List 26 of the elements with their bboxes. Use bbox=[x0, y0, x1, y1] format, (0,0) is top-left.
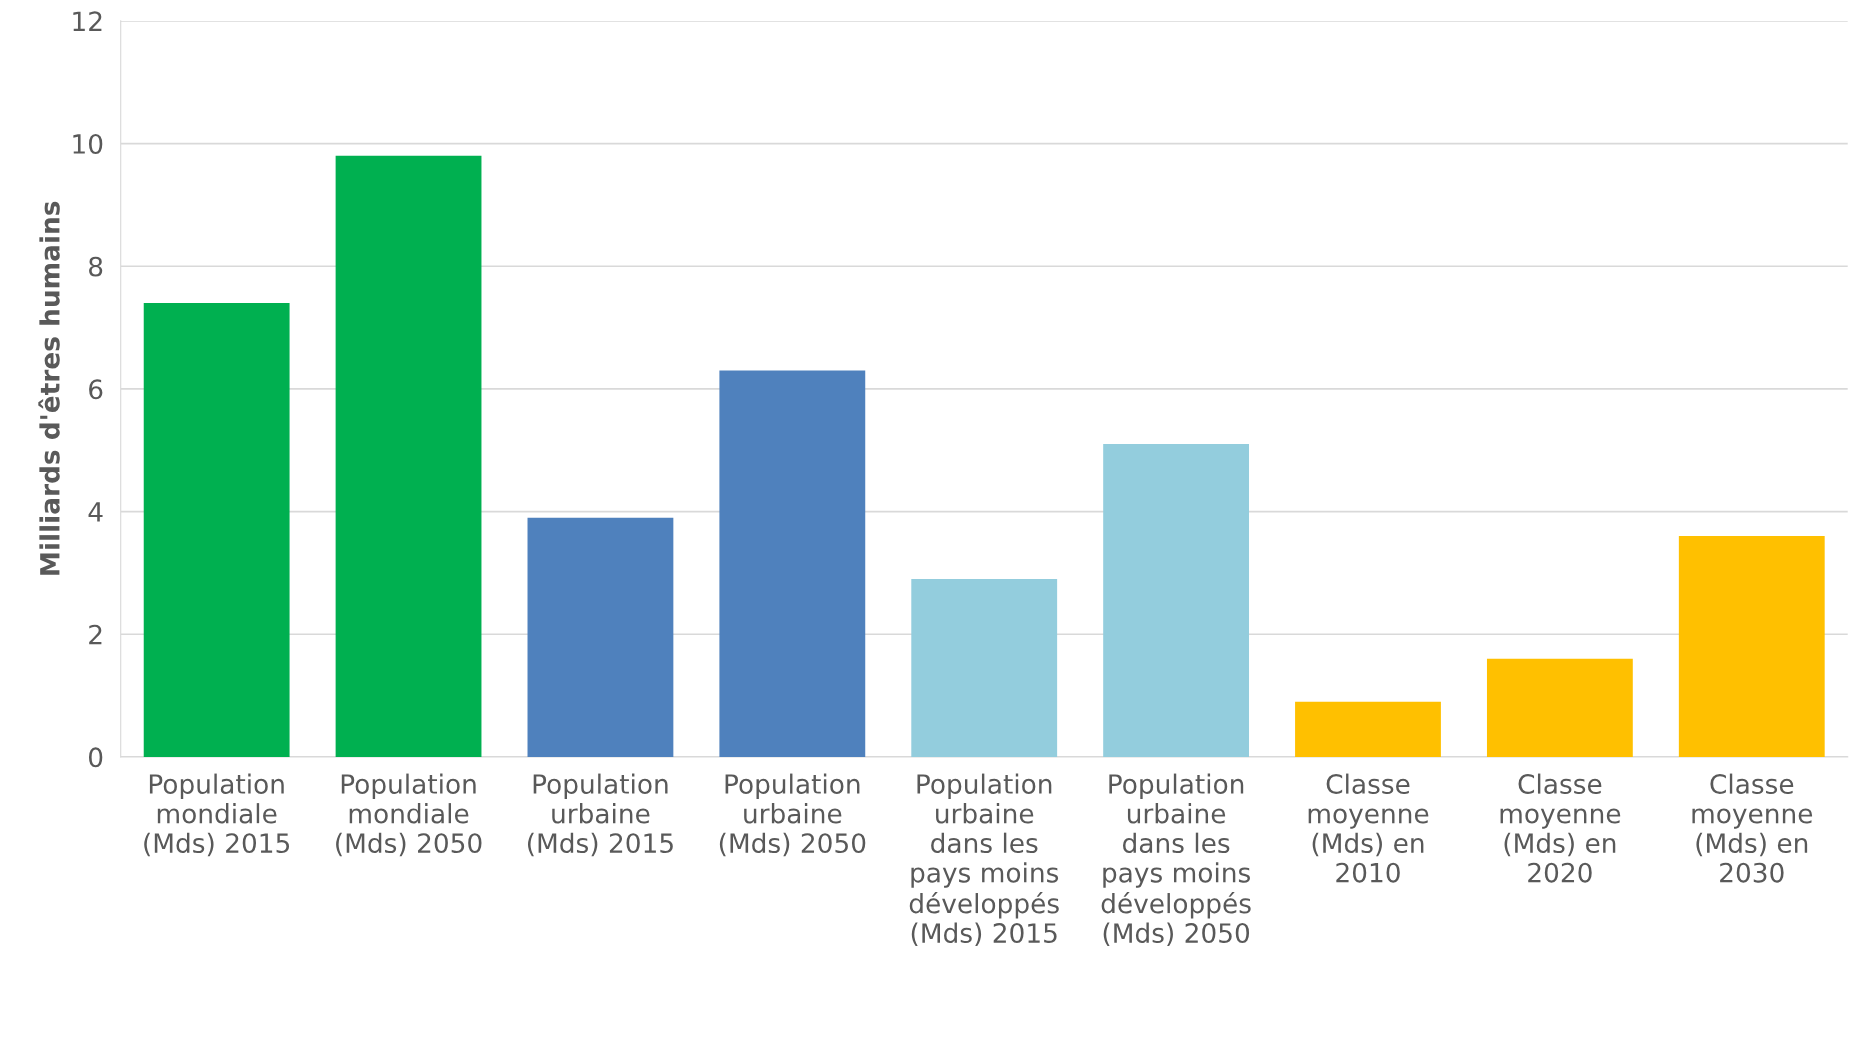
bar bbox=[1295, 701, 1441, 757]
y-tick-label: 6 bbox=[89, 379, 103, 400]
x-tick-label: Population mondiale (Mds) 2050 bbox=[336, 773, 482, 857]
x-tick-label: Population urbaine dans les pays moins développés (Mds) 2015 bbox=[909, 773, 1059, 947]
bar bbox=[1678, 536, 1825, 757]
y-axis-title: Milliards d'êtres humains bbox=[38, 201, 60, 575]
bar bbox=[1486, 658, 1633, 757]
x-tick-label: Classe moyenne (Mds) en 2030 bbox=[1692, 773, 1813, 883]
bar bbox=[143, 303, 290, 757]
bar bbox=[335, 155, 482, 757]
bar bbox=[1103, 444, 1250, 757]
y-tick-label: 10 bbox=[73, 133, 103, 154]
y-tick-label: 4 bbox=[88, 502, 103, 522]
x-tick-label: Classe moyenne (Mds) en 2020 bbox=[1500, 773, 1621, 883]
y-tick-label: 0 bbox=[88, 747, 103, 768]
y-tick-label: 12 bbox=[73, 11, 102, 31]
x-tick-label: Population urbaine (Mds) 2015 bbox=[527, 773, 673, 857]
x-tick-label: Population urbaine dans les pays moins développés (Mds) 2050 bbox=[1101, 773, 1251, 947]
y-tick-label: 2 bbox=[89, 624, 102, 645]
x-tick-label: Population urbaine (Mds) 2050 bbox=[719, 773, 866, 857]
bar bbox=[719, 370, 866, 757]
bar bbox=[911, 579, 1058, 757]
y-tick-label: 8 bbox=[89, 256, 103, 277]
x-tick-label: Population mondiale (Mds) 2015 bbox=[144, 773, 290, 857]
bar bbox=[527, 517, 674, 757]
x-tick-label: Classe moyenne (Mds) en 2010 bbox=[1308, 773, 1429, 883]
